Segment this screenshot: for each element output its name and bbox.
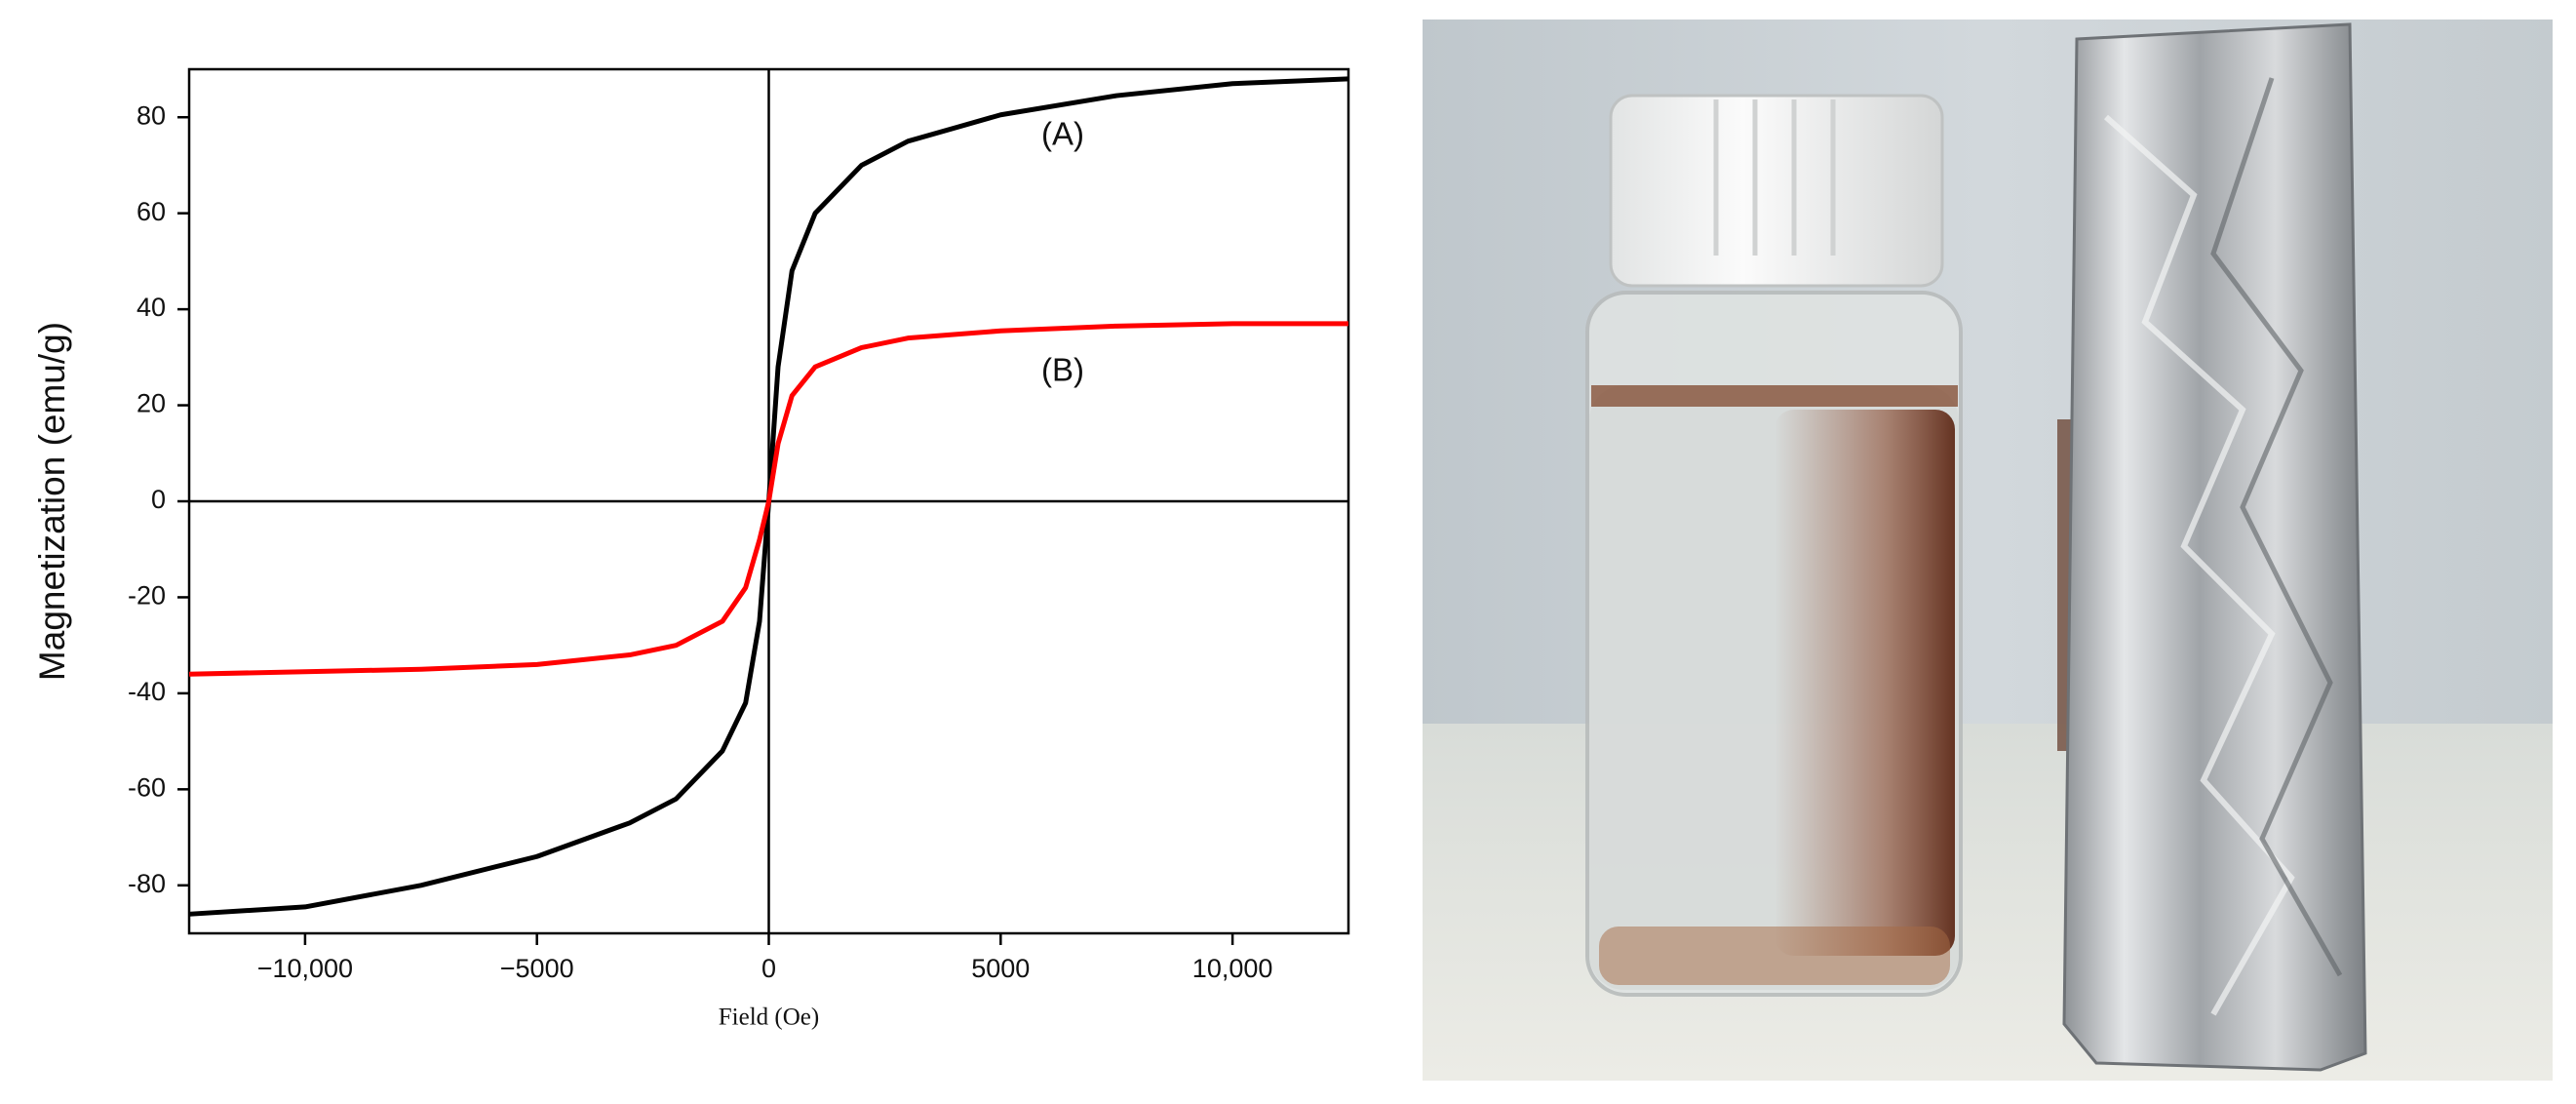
y-tick-label: 80 bbox=[137, 100, 166, 130]
x-tick-label: 5000 bbox=[971, 954, 1030, 983]
x-tick-label: −10,000 bbox=[257, 954, 353, 983]
y-tick-label: 60 bbox=[137, 197, 166, 226]
x-tick-label: −5000 bbox=[500, 954, 574, 983]
y-axis-label: Magnetization (emu/g) bbox=[32, 322, 72, 681]
x-tick-label: 0 bbox=[761, 954, 776, 983]
y-tick-label: -60 bbox=[128, 772, 166, 802]
y-tick-label: -20 bbox=[128, 581, 166, 611]
series-label: (B) bbox=[1041, 352, 1084, 388]
y-tick-label: 40 bbox=[137, 293, 166, 322]
y-tick-label: 0 bbox=[151, 485, 166, 514]
series-label: (A) bbox=[1041, 116, 1084, 152]
chart: -80 -60 -40 -20 0 20 40 60 80 −10,000 −5000 0 5000 10… bbox=[32, 67, 1350, 1031]
x-tick-label: 10,000 bbox=[1192, 954, 1273, 983]
y-tick-label: -80 bbox=[128, 869, 166, 898]
series-line bbox=[188, 321, 1348, 677]
y-tick-label: 20 bbox=[137, 389, 166, 418]
photo bbox=[1423, 20, 2553, 1081]
y-tick-label: -40 bbox=[128, 677, 166, 706]
x-axis-label: Field (Oe) bbox=[719, 1005, 819, 1031]
